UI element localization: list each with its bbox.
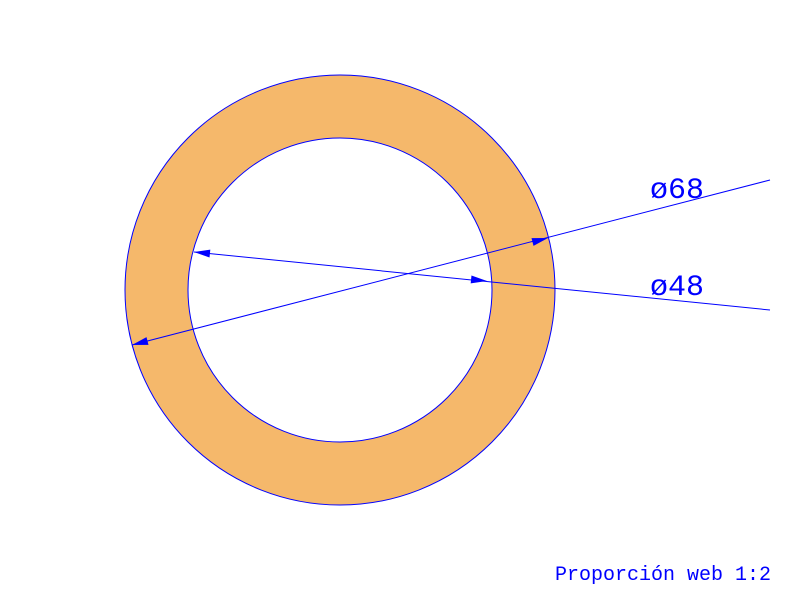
ring-shape [125,75,555,505]
scale-caption: Proporción web 1:2 [555,564,771,587]
ring-diagram: ø68 ø48 Proporción web 1:2 [0,0,800,600]
ring-fill [125,75,555,505]
outer-diameter-label: ø68 [650,174,704,208]
inner-diameter-label: ø48 [650,271,704,305]
